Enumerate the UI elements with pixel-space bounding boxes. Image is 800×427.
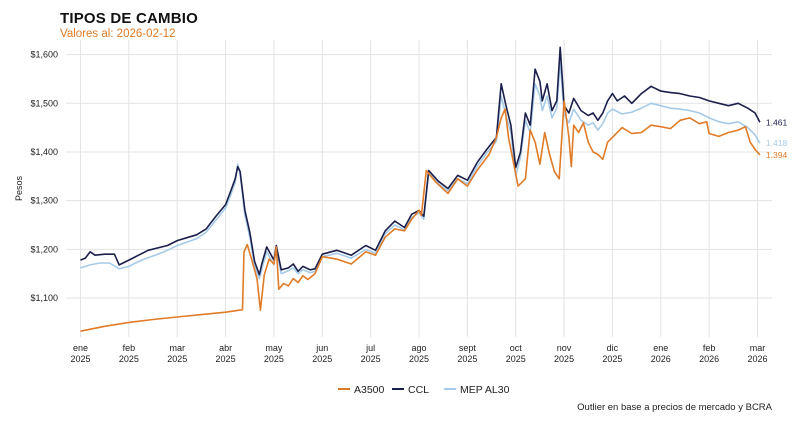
x-tick-month: mar — [750, 343, 766, 353]
x-tick-month: may — [265, 343, 283, 353]
y-tick-label: $1,100 — [30, 293, 58, 303]
x-tick-year: 2025 — [70, 354, 90, 364]
x-tick-year: 2025 — [119, 354, 139, 364]
x-tick-year: 2025 — [216, 354, 236, 364]
end-label: 1.394 — [766, 150, 788, 160]
end-label: 1.461 — [766, 117, 788, 127]
x-tick-year: 2025 — [167, 354, 187, 364]
x-tick-year: 2025 — [602, 354, 622, 364]
x-tick-year: 2025 — [457, 354, 477, 364]
y-tick-label: $1,200 — [30, 244, 58, 254]
legend-label: A3500 — [354, 384, 385, 396]
legend-label: CCL — [408, 384, 429, 396]
series-line-ccl — [80, 46, 761, 276]
y-tick-label: $1,300 — [30, 196, 58, 206]
y-axis-ticks: $1,100 $1,200 $1,300 $1,400 $1,500 $1,600 — [30, 50, 58, 303]
x-tick-month: ene — [653, 343, 668, 353]
x-tick-year: 2026 — [651, 354, 671, 364]
x-tick-month: jun — [315, 343, 328, 353]
grid-lines — [66, 40, 772, 337]
series-line-mep-al30 — [80, 61, 761, 280]
series-line-a3500 — [80, 100, 761, 332]
x-axis-ticks: ene2025feb2025mar2025abr2025may2025jun20… — [70, 343, 767, 364]
x-tick-month: feb — [123, 343, 136, 353]
y-tick-label: $1,500 — [30, 98, 58, 108]
x-tick-month: sept — [459, 343, 477, 353]
x-tick-year: 2025 — [409, 354, 429, 364]
x-tick-month: ago — [411, 343, 426, 353]
legend-label: MEP AL30 — [460, 384, 510, 396]
y-tick-label: $1,600 — [30, 50, 58, 60]
x-tick-month: oct — [510, 343, 523, 353]
chart-title: TIPOS DE CAMBIO — [60, 10, 199, 27]
x-tick-month: jul — [365, 343, 375, 353]
end-label: 1.418 — [766, 138, 788, 148]
chart-caption: Outlier en base a precios de mercado y B… — [577, 402, 772, 413]
x-tick-year: 2026 — [699, 354, 719, 364]
x-tick-year: 2025 — [506, 354, 526, 364]
y-axis-label: Pesos — [14, 175, 24, 201]
series-lines — [80, 46, 761, 332]
x-tick-month: abr — [219, 343, 232, 353]
y-tick-label: $1,400 — [30, 147, 58, 157]
x-tick-month: nov — [557, 343, 572, 353]
x-tick-month: mar — [169, 343, 185, 353]
chart-subtitle: Valores al: 2026-02-12 — [60, 28, 176, 40]
x-tick-month: feb — [703, 343, 716, 353]
x-tick-month: dic — [607, 343, 619, 353]
x-tick-month: ene — [73, 343, 88, 353]
x-tick-year: 2025 — [312, 354, 332, 364]
x-tick-year: 2025 — [361, 354, 381, 364]
x-tick-year: 2025 — [264, 354, 284, 364]
x-tick-year: 2025 — [554, 354, 574, 364]
x-tick-year: 2026 — [747, 354, 767, 364]
legend: A3500 CCL MEP AL30 — [338, 384, 510, 396]
end-labels: 1.394 1.461 1.418 — [766, 117, 788, 160]
